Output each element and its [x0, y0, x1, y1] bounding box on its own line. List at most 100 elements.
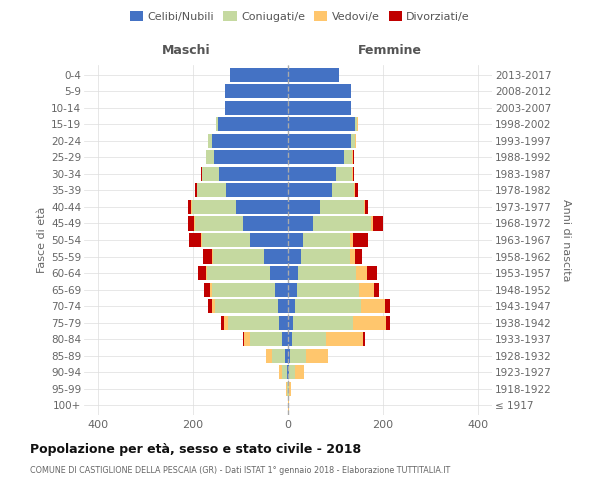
Bar	[355, 134, 356, 148]
Bar	[228, 316, 280, 330]
Bar	[206, 266, 208, 280]
Bar	[285, 348, 288, 362]
Text: COMUNE DI CASTIGLIONE DELLA PESCAIA (GR) - Dati ISTAT 1° gennaio 2018 - Elaboraz: COMUNE DI CASTIGLIONE DELLA PESCAIA (GR)…	[30, 466, 450, 475]
Bar	[288, 382, 289, 396]
Bar	[219, 167, 288, 181]
Bar	[352, 167, 353, 181]
Bar	[363, 332, 365, 346]
Bar	[353, 233, 368, 247]
Bar	[288, 348, 290, 362]
Bar	[365, 200, 368, 214]
Bar	[270, 266, 288, 280]
Y-axis label: Fasce di età: Fasce di età	[37, 207, 47, 273]
Bar	[191, 200, 192, 214]
Bar	[305, 348, 328, 362]
Bar	[221, 316, 224, 330]
Bar	[344, 150, 352, 164]
Bar	[266, 348, 272, 362]
Bar	[288, 68, 339, 82]
Bar	[288, 216, 313, 230]
Bar	[289, 365, 295, 379]
Bar	[213, 250, 264, 264]
Bar	[201, 167, 202, 181]
Bar	[202, 233, 250, 247]
Bar	[353, 150, 354, 164]
Bar	[203, 250, 212, 264]
Y-axis label: Anni di nascita: Anni di nascita	[561, 198, 571, 281]
Bar	[275, 282, 288, 296]
Bar	[332, 184, 355, 198]
Bar	[352, 150, 353, 164]
Bar	[320, 200, 364, 214]
Bar	[371, 216, 373, 230]
Bar	[204, 282, 210, 296]
Bar	[301, 250, 350, 264]
Bar	[350, 134, 355, 148]
Bar	[288, 299, 295, 313]
Bar	[199, 266, 206, 280]
Bar	[355, 250, 362, 264]
Bar	[303, 233, 350, 247]
Bar	[350, 250, 355, 264]
Bar	[279, 365, 282, 379]
Text: Femmine: Femmine	[358, 44, 422, 57]
Legend: Celibi/Nubili, Coniugati/e, Vedovi/e, Divorziati/e: Celibi/Nubili, Coniugati/e, Vedovi/e, Di…	[125, 6, 475, 26]
Bar	[226, 101, 288, 115]
Bar	[288, 101, 350, 115]
Bar	[208, 134, 212, 148]
Bar	[289, 382, 292, 396]
Bar	[212, 282, 275, 296]
Bar	[212, 250, 213, 264]
Bar	[288, 134, 350, 148]
Bar	[188, 200, 191, 214]
Bar	[212, 299, 215, 313]
Bar	[286, 382, 287, 396]
Bar	[282, 365, 287, 379]
Bar	[288, 250, 301, 264]
Bar	[353, 167, 354, 181]
Bar	[197, 184, 226, 198]
Bar	[288, 150, 344, 164]
Bar	[217, 118, 218, 132]
Bar	[201, 233, 202, 247]
Bar	[208, 266, 270, 280]
Bar	[192, 200, 236, 214]
Bar	[288, 266, 298, 280]
Bar	[361, 299, 385, 313]
Text: Popolazione per età, sesso e stato civile - 2018: Popolazione per età, sesso e stato civil…	[30, 442, 361, 456]
Bar	[288, 184, 332, 198]
Bar	[364, 200, 365, 214]
Bar	[356, 266, 367, 280]
Bar	[326, 332, 363, 346]
Bar	[374, 282, 379, 296]
Bar	[355, 184, 358, 198]
Bar	[353, 316, 386, 330]
Bar	[288, 118, 355, 132]
Bar	[288, 365, 289, 379]
Bar	[212, 134, 288, 148]
Bar	[288, 167, 337, 181]
Bar	[215, 299, 278, 313]
Bar	[288, 233, 303, 247]
Bar	[367, 266, 377, 280]
Bar	[385, 299, 390, 313]
Bar	[218, 118, 288, 132]
Bar	[355, 118, 357, 132]
Bar	[295, 365, 304, 379]
Bar	[295, 299, 361, 313]
Bar	[230, 68, 288, 82]
Bar	[206, 150, 214, 164]
Bar	[214, 150, 288, 164]
Bar	[280, 316, 288, 330]
Bar	[296, 282, 359, 296]
Bar	[250, 233, 288, 247]
Bar	[288, 316, 293, 330]
Bar	[293, 316, 353, 330]
Bar	[243, 332, 244, 346]
Bar	[194, 216, 243, 230]
Bar	[337, 167, 352, 181]
Bar	[373, 216, 383, 230]
Bar	[350, 233, 353, 247]
Bar	[250, 332, 283, 346]
Bar	[288, 200, 320, 214]
